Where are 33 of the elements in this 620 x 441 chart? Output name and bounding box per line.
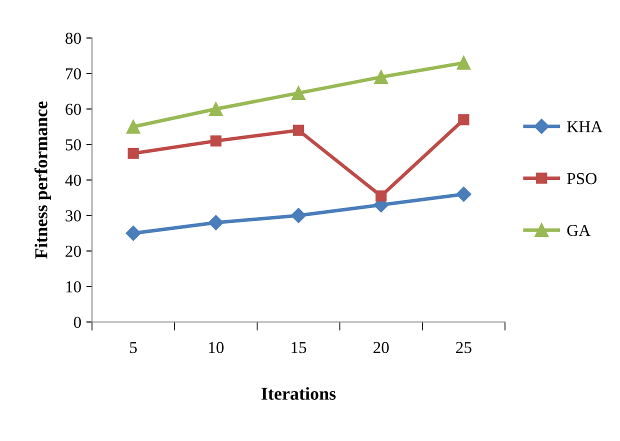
legend-label: PSO xyxy=(567,173,596,184)
y-tick-label: 50 xyxy=(66,139,81,150)
y-tick-label: 70 xyxy=(66,68,81,80)
y-tick-label: 30 xyxy=(66,210,81,222)
point xyxy=(292,86,306,100)
x-tick-label: 15 xyxy=(292,342,306,354)
y-tick-label: 80 xyxy=(66,32,81,44)
legend-label: GA xyxy=(567,224,591,236)
point xyxy=(208,215,224,230)
point xyxy=(292,124,304,136)
point xyxy=(126,226,141,241)
point xyxy=(210,135,222,147)
x-tick-label: 5 xyxy=(130,342,137,354)
x-axis-title: Iterations xyxy=(262,387,336,400)
point xyxy=(126,120,140,134)
y-tick-label: 40 xyxy=(65,174,81,186)
point xyxy=(208,102,223,116)
x-tick-label: 25 xyxy=(456,342,472,354)
point xyxy=(456,56,471,70)
y-tick-label: 20 xyxy=(66,246,81,257)
point xyxy=(458,114,470,126)
x-tick-label: 10 xyxy=(209,342,224,354)
point xyxy=(290,208,306,224)
point xyxy=(128,148,139,159)
y-tick-label: 10 xyxy=(66,281,81,292)
point xyxy=(374,70,388,84)
legend-label: KHA xyxy=(567,121,603,132)
point xyxy=(376,190,387,202)
y-tick-label: 0 xyxy=(74,316,81,328)
y-axis-title: Fitness performance xyxy=(34,101,52,259)
y-tick-label: 60 xyxy=(66,104,81,115)
point xyxy=(456,186,472,202)
x-tick-label: 20 xyxy=(374,342,389,354)
